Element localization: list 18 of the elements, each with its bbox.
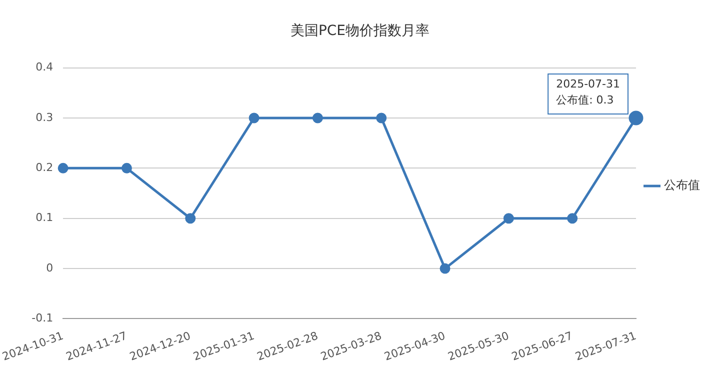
- y-tick-label: 0.4: [36, 60, 54, 74]
- y-tick-label: 0: [46, 261, 54, 274]
- point: [121, 162, 132, 174]
- point: [248, 112, 260, 124]
- y-tick-label: 0.2: [36, 161, 54, 174]
- chart-title: 美国PCE物价指数月率: [290, 23, 430, 40]
- y-tick-label: -0.1: [32, 312, 54, 325]
- point: [312, 112, 323, 124]
- legend-label: 公布值: [664, 178, 700, 192]
- y-tick-label: 0.3: [36, 110, 54, 124]
- y-tick-label: 0.1: [36, 211, 54, 224]
- point: [58, 162, 68, 174]
- annotation: 2025-07-31 公布值: 0.3: [556, 77, 620, 106]
- point: [376, 112, 387, 124]
- point: [567, 213, 578, 224]
- point: [503, 213, 514, 224]
- point: [440, 263, 450, 274]
- point: [185, 213, 196, 224]
